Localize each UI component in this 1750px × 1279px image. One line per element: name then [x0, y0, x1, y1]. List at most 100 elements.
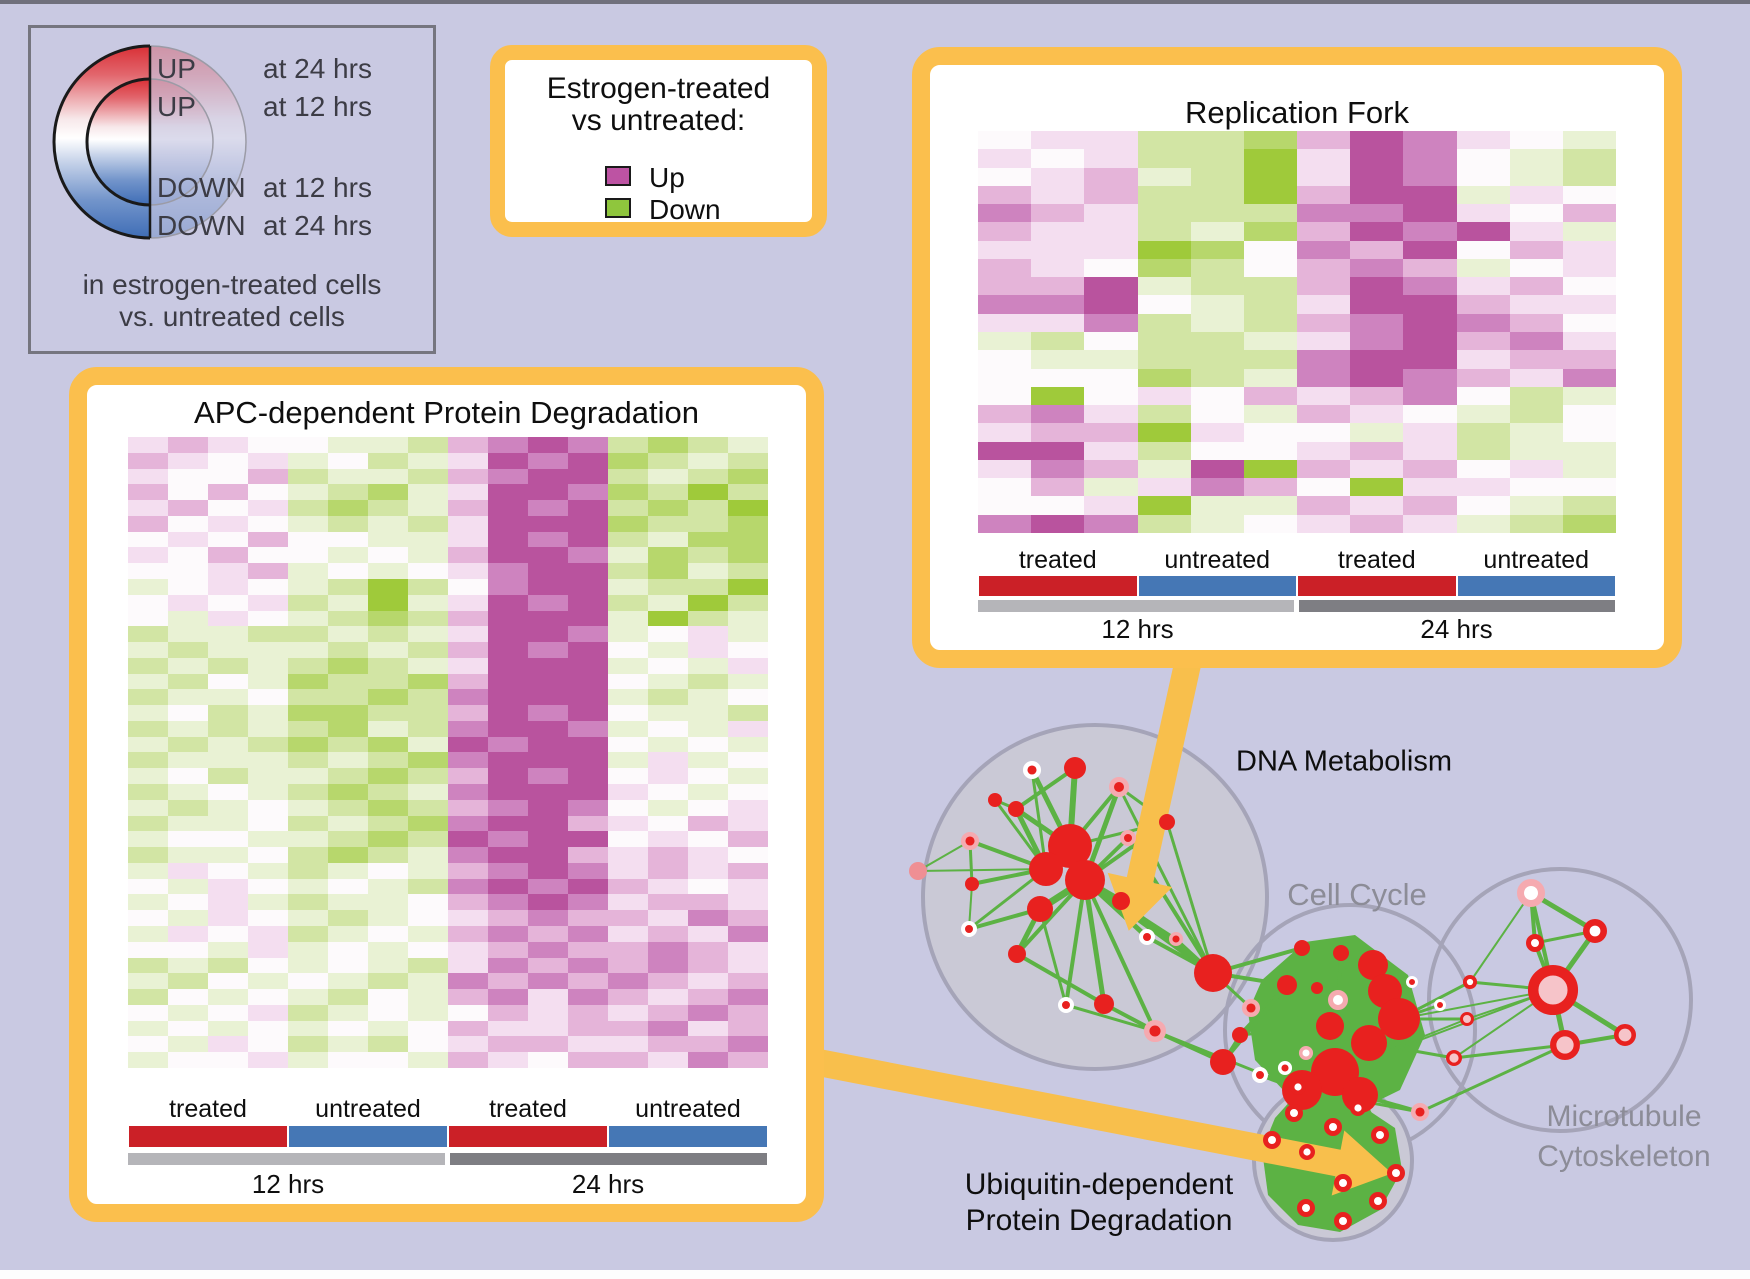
network-node [960, 831, 980, 851]
heatmap-cell [608, 689, 648, 706]
heatmap-cell [168, 705, 208, 721]
heatmap-cell [688, 720, 728, 737]
heatmap-cell [648, 452, 688, 469]
heatmap-cell [408, 1020, 448, 1037]
heatmap-cell [488, 941, 528, 958]
heatmap-cell [1031, 277, 1085, 296]
heatmap-cell [488, 657, 528, 674]
heatmap-cell [408, 563, 448, 579]
heatmap-cell [168, 484, 208, 501]
heatmap-cell [978, 240, 1032, 259]
heatmap-cell [128, 910, 168, 927]
inner-left-arc [85, 77, 151, 207]
heatmap-cell [608, 941, 648, 958]
network-node [1112, 892, 1130, 910]
heatmap-cell [648, 500, 688, 516]
network-node [1058, 997, 1074, 1013]
heatmap-cell [1350, 459, 1404, 479]
heatmap-cell [208, 736, 248, 753]
heatmap-cell [688, 642, 728, 658]
network-node [1022, 760, 1042, 780]
legend-dir-3: DOWN [157, 172, 246, 203]
heatmap-cell [1350, 332, 1404, 351]
heatmap-cell [568, 515, 608, 532]
heatmap-cell [128, 847, 168, 863]
heatmap-cell [608, 437, 648, 453]
heatmap-cell [168, 578, 208, 595]
heatmap-cell [488, 578, 528, 595]
heatmap-cell [448, 689, 488, 706]
heatmap-cell [728, 689, 768, 706]
network-node [1614, 1024, 1637, 1047]
network-node [1277, 975, 1297, 995]
heatmap-cell [328, 515, 368, 532]
heatmap-cell [408, 784, 448, 800]
heatmap-cell [1084, 277, 1138, 296]
heatmap-cell [1137, 459, 1191, 479]
heatmap-cell [128, 689, 168, 706]
heatmap-cell [1456, 478, 1510, 497]
heatmap-cell [208, 452, 248, 469]
heatmap-cell [608, 1004, 648, 1021]
heatmap-cell [978, 514, 1032, 533]
heatmap-cell [1084, 240, 1138, 259]
network-node [1008, 945, 1026, 963]
group-label-treated: treated [1018, 546, 1097, 574]
heatmap-cell [448, 799, 488, 816]
heatmap-cell [368, 500, 408, 516]
heatmap-cell [648, 1052, 688, 1068]
heatmap-cell [208, 484, 248, 501]
heatmap-cell [288, 437, 328, 453]
heatmap-cell [1137, 514, 1191, 533]
heatmap-cell [1031, 332, 1085, 351]
heatmap-cell [128, 957, 168, 974]
heatmap-cell [488, 468, 528, 485]
heatmap-cell [1243, 405, 1297, 424]
heatmap-cell [448, 437, 488, 453]
heatmap-cell [728, 973, 768, 990]
heatmap-cell [488, 1052, 528, 1068]
heatmap-cell [648, 768, 688, 785]
heatmap-cell [448, 736, 488, 753]
heatmap-cell [408, 831, 448, 848]
heatmap-cell [688, 910, 728, 927]
heatmap-cell [1350, 167, 1404, 186]
heatmap-cell [328, 657, 368, 674]
heatmap-cell [368, 437, 408, 453]
heatmap-cell [1243, 496, 1297, 515]
heatmap-cell [1456, 496, 1510, 515]
heatmap-cell [1403, 405, 1457, 424]
heatmap-cell [1456, 441, 1510, 460]
heatmap-cell [528, 531, 568, 548]
heatmap-cell [288, 720, 328, 737]
heatmap-cell [448, 894, 488, 911]
heatmap-cell [608, 1036, 648, 1053]
heatmap-cell [1190, 405, 1244, 424]
heatmap-cell [1190, 185, 1244, 205]
heatmap-cell [408, 1036, 448, 1053]
heatmap-cell [248, 673, 288, 690]
heatmap-cell [1509, 204, 1563, 223]
heatmap-cell [448, 768, 488, 785]
heatmap-cell [368, 515, 408, 532]
network-node [1008, 801, 1024, 817]
heatmap-cell [728, 862, 768, 879]
heatmap-cell [448, 1036, 488, 1053]
heatmap-cell [488, 531, 528, 548]
heatmap-cell [978, 258, 1032, 278]
heatmap-cell [1190, 277, 1244, 296]
heatmap-cell [1243, 332, 1297, 351]
heatmap-cell [1031, 459, 1085, 479]
heatmap-cell [1350, 185, 1404, 205]
heatmap-cell [408, 610, 448, 627]
heatmap-cell [408, 957, 448, 974]
heatmap-cell [728, 720, 768, 737]
heatmap-cell [328, 847, 368, 863]
heatmap-cell [1509, 167, 1563, 186]
heatmap-cell [1403, 258, 1457, 278]
heatmap-cell [978, 496, 1032, 515]
heatmap-cell [248, 547, 288, 564]
heatmap-cell [1562, 295, 1616, 314]
heatmap-cell [168, 784, 208, 800]
heatmap-cell [488, 484, 528, 501]
